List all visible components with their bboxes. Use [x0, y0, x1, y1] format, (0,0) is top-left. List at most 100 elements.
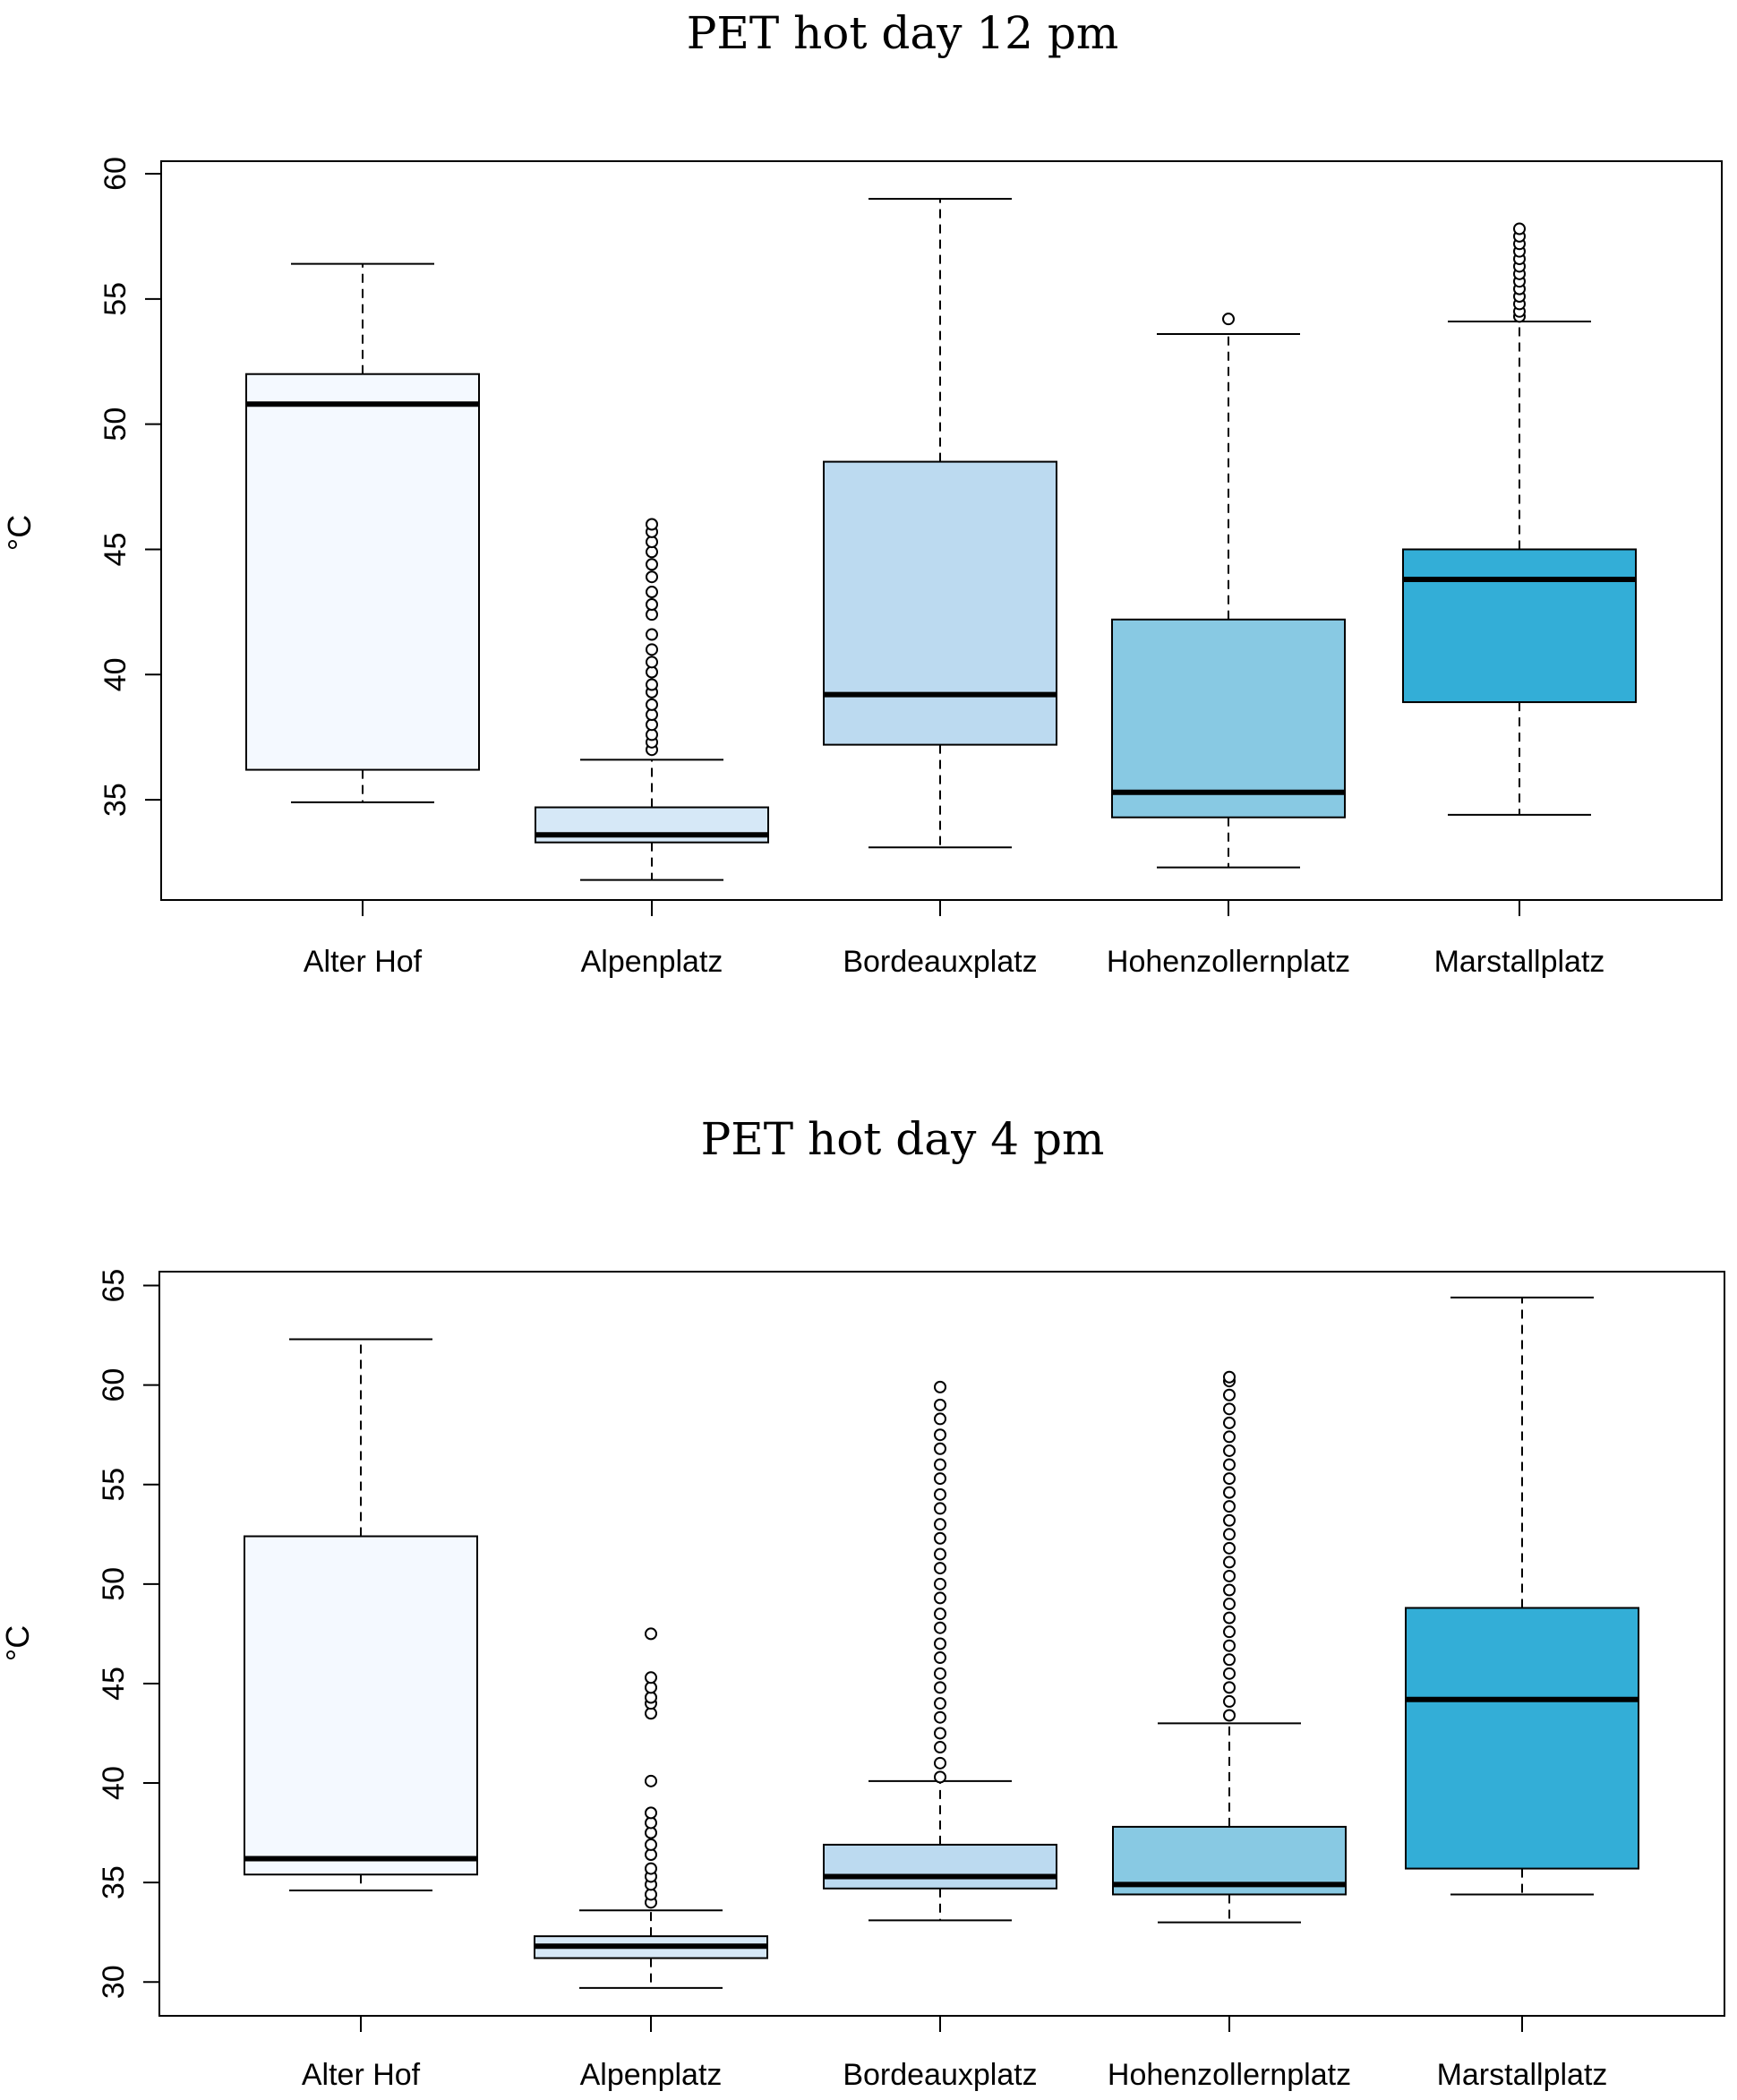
box-alpenplatz [534, 1627, 768, 1989]
x-category-label: Alpenplatz [580, 2058, 723, 2092]
x-category-label: Hohenzollernplatz [1107, 945, 1350, 979]
outlier-point [645, 1627, 657, 1641]
outlier-point [1223, 1513, 1236, 1527]
outlier-point [934, 1756, 946, 1770]
outlier-point [645, 1838, 657, 1851]
iqr-box [1405, 1607, 1639, 1870]
outlier-point [934, 1547, 946, 1561]
box-hohenzollernplatz [1111, 313, 1346, 869]
iqr-box [1111, 618, 1346, 819]
outlier-point [934, 1710, 946, 1724]
outlier-point [1223, 1528, 1236, 1541]
outlier-point [1223, 1444, 1236, 1457]
outlier-point [1223, 1486, 1236, 1499]
outlier-point [1223, 1556, 1236, 1569]
outlier-point [645, 1671, 657, 1684]
x-category-label: Marstallplatz [1437, 2058, 1608, 2092]
outlier-point [1222, 313, 1235, 326]
outlier-point [646, 570, 658, 584]
outlier-point [1223, 1583, 1236, 1597]
y-tick-label: 45 [97, 1667, 131, 1701]
outlier-point [1223, 1500, 1236, 1513]
box-marstallplatz [1405, 1296, 1639, 1896]
outlier-point [1223, 1402, 1236, 1416]
outlier-point [934, 1741, 946, 1754]
y-tick-label: 35 [98, 783, 133, 817]
x-category-label: Bordeauxplatz [843, 945, 1037, 979]
y-tick-label: 35 [97, 1865, 131, 1899]
boxplot-12pm: 35 40 45 50 55 60 °C Alter Hof Alpenplatz Bordeau… [1, 157, 1723, 979]
iqr-box [823, 1843, 1057, 1890]
outlier-point [1223, 1667, 1236, 1680]
outlier-point [1223, 1388, 1236, 1401]
outlier-point [934, 1562, 946, 1575]
y-tick-label: 50 [97, 1567, 131, 1601]
chart-title-12pm: PET hot day 12 pm [686, 7, 1119, 59]
outlier-point [934, 1428, 946, 1442]
y-axis-title: °C [0, 1625, 36, 1661]
outlier-point [646, 598, 658, 611]
outlier-point [934, 1458, 946, 1471]
box-alter-hof [244, 1338, 478, 1892]
outlier-point [934, 1697, 946, 1710]
outlier-point [1223, 1370, 1236, 1384]
y-tick-label: 55 [98, 282, 133, 316]
outlier-point [934, 1607, 946, 1621]
outlier-point [1223, 1472, 1236, 1486]
outlier-point [1223, 1541, 1236, 1555]
y-tick-label: 65 [97, 1269, 131, 1303]
y-tick-label: 60 [98, 157, 133, 191]
outlier-point [934, 1667, 946, 1680]
outlier-point [934, 1681, 946, 1694]
y-tick-label: 30 [97, 1965, 131, 1999]
outlier-point [645, 1806, 657, 1820]
chart-title-4pm: PET hot day 4 pm [700, 1113, 1105, 1165]
outlier-point [934, 1487, 946, 1501]
outlier-point [934, 1637, 946, 1650]
outlier-point [1223, 1430, 1236, 1444]
outlier-point [1223, 1709, 1236, 1722]
outlier-point [1223, 1653, 1236, 1667]
outlier-point [646, 656, 658, 669]
box-alpenplatz [535, 518, 769, 881]
y-tick-label: 50 [98, 407, 133, 441]
outlier-point [1223, 1458, 1236, 1471]
outlier-point [646, 628, 658, 641]
outlier-point [934, 1651, 946, 1665]
outlier-point [934, 1727, 946, 1740]
outlier-point [646, 558, 658, 571]
outlier-point [934, 1591, 946, 1605]
outlier-point [645, 1774, 657, 1787]
box-bordeauxplatz [823, 197, 1057, 849]
iqr-box [1402, 548, 1637, 704]
box-hohenzollernplatz [1112, 1370, 1347, 1924]
x-category-label: Hohenzollernplatz [1108, 2058, 1351, 2092]
y-tick-label: 55 [97, 1468, 131, 1502]
outlier-point [1223, 1625, 1236, 1639]
outlier-point [934, 1518, 946, 1531]
outlier-point [934, 1442, 946, 1455]
outlier-point [1513, 222, 1526, 236]
y-tick-label: 40 [97, 1766, 131, 1800]
outlier-point [1223, 1416, 1236, 1429]
outlier-point [1223, 1694, 1236, 1708]
outlier-point [1223, 1639, 1236, 1652]
iqr-box [823, 460, 1057, 746]
outlier-point [646, 518, 658, 531]
y-axis-title: °C [1, 515, 38, 551]
x-category-label: Alter Hof [304, 945, 423, 979]
outlier-point [646, 698, 658, 711]
outlier-point [1223, 1569, 1236, 1582]
y-tick-label: 60 [97, 1368, 131, 1402]
outlier-point [934, 1770, 946, 1784]
outlier-point [934, 1577, 946, 1590]
outlier-point [934, 1380, 946, 1393]
iqr-box [245, 373, 480, 771]
outlier-point [645, 1862, 657, 1875]
outlier-point [1223, 1611, 1236, 1624]
outlier-point [1223, 1598, 1236, 1611]
box-alter-hof [245, 262, 480, 803]
x-category-label: Bordeauxplatz [843, 2058, 1037, 2092]
outlier-point [934, 1398, 946, 1411]
x-category-label: Alter Hof [302, 2058, 421, 2092]
